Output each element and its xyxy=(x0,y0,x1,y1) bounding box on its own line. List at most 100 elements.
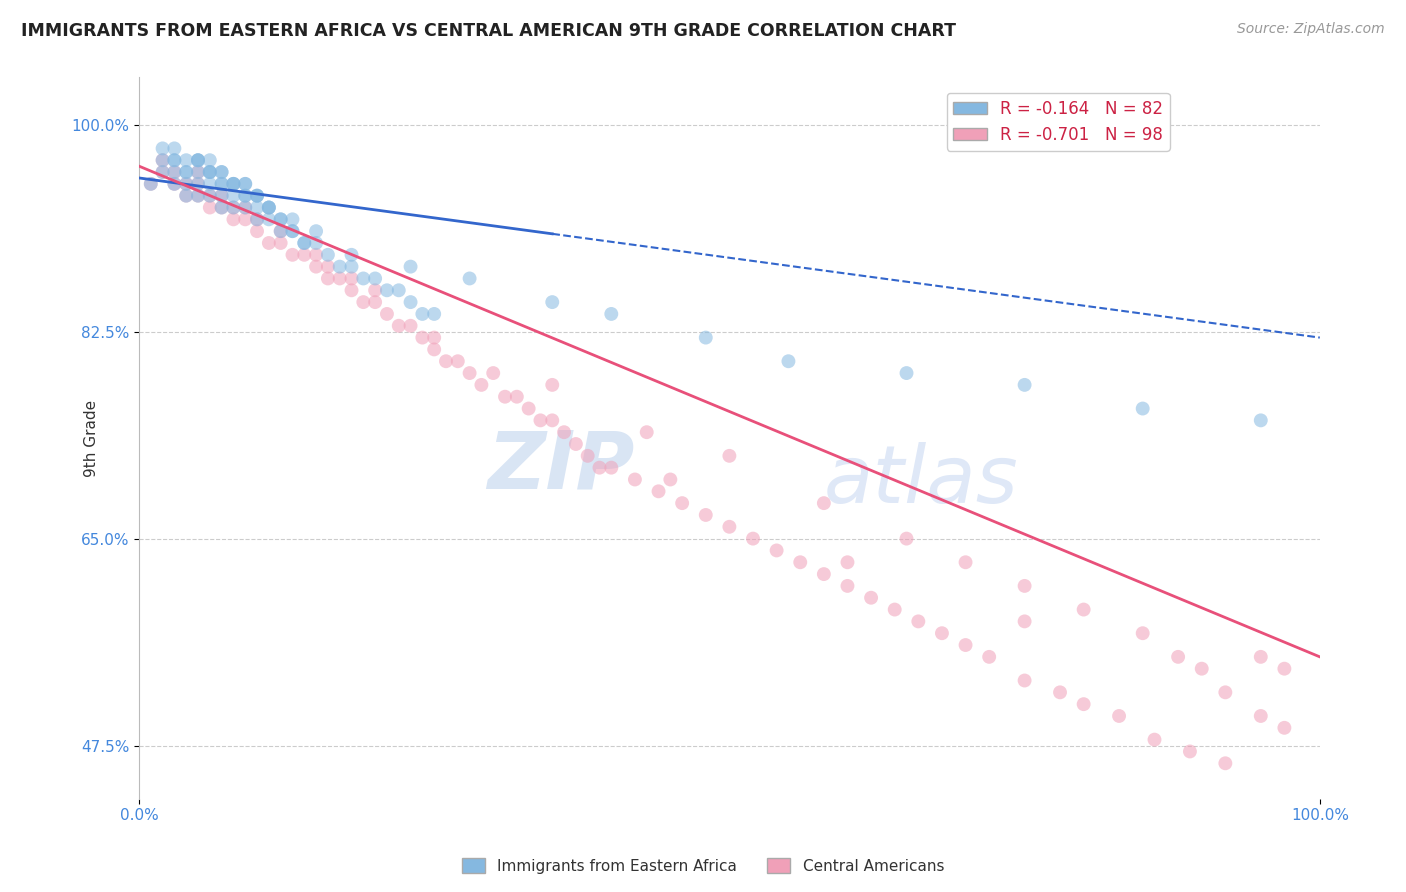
Point xyxy=(257,212,280,227)
Point xyxy=(1191,662,1213,676)
Point xyxy=(187,165,209,179)
Point xyxy=(388,283,411,297)
Legend: R = -0.164   N = 82, R = -0.701   N = 98: R = -0.164 N = 82, R = -0.701 N = 98 xyxy=(946,93,1170,151)
Point xyxy=(257,201,280,215)
Point xyxy=(388,318,411,333)
Point xyxy=(718,520,741,534)
Point xyxy=(187,188,209,202)
Point xyxy=(281,224,304,238)
Point xyxy=(246,224,269,238)
Point xyxy=(659,473,682,487)
Point xyxy=(198,165,221,179)
Point xyxy=(340,260,363,274)
Point xyxy=(671,496,693,510)
Point xyxy=(1132,401,1154,416)
Point xyxy=(233,201,256,215)
Point xyxy=(211,165,233,179)
Point xyxy=(174,165,197,179)
Point xyxy=(837,579,859,593)
Point xyxy=(187,177,209,191)
Point xyxy=(187,153,209,168)
Point xyxy=(742,532,765,546)
Point xyxy=(305,248,328,262)
Point xyxy=(211,201,233,215)
Point xyxy=(163,153,186,168)
Point xyxy=(329,271,352,285)
Point xyxy=(281,248,304,262)
Point xyxy=(1049,685,1071,699)
Point xyxy=(187,153,209,168)
Point xyxy=(352,295,374,310)
Point xyxy=(292,248,315,262)
Point xyxy=(152,165,174,179)
Point xyxy=(494,390,516,404)
Point xyxy=(305,224,328,238)
Text: atlas: atlas xyxy=(824,442,1018,520)
Point xyxy=(174,188,197,202)
Point xyxy=(139,177,162,191)
Point xyxy=(860,591,883,605)
Text: 9th Grade: 9th Grade xyxy=(84,400,100,476)
Point xyxy=(270,235,292,250)
Point xyxy=(1073,602,1095,616)
Point xyxy=(152,153,174,168)
Point xyxy=(174,177,197,191)
Point xyxy=(152,141,174,155)
Text: Source: ZipAtlas.com: Source: ZipAtlas.com xyxy=(1237,22,1385,37)
Point xyxy=(517,401,540,416)
Point xyxy=(1274,662,1296,676)
Point xyxy=(198,188,221,202)
Point xyxy=(718,449,741,463)
Point xyxy=(316,271,339,285)
Point xyxy=(789,555,811,569)
Point xyxy=(174,177,197,191)
Legend: Immigrants from Eastern Africa, Central Americans: Immigrants from Eastern Africa, Central … xyxy=(456,852,950,880)
Point xyxy=(1250,413,1272,427)
Point xyxy=(1250,649,1272,664)
Point xyxy=(222,177,245,191)
Point xyxy=(375,283,398,297)
Point xyxy=(246,188,269,202)
Point xyxy=(600,307,623,321)
Point xyxy=(211,165,233,179)
Point xyxy=(375,307,398,321)
Text: ZIP: ZIP xyxy=(488,428,636,506)
Point xyxy=(233,177,256,191)
Point xyxy=(813,567,835,582)
Point xyxy=(152,153,174,168)
Point xyxy=(636,425,658,440)
Point xyxy=(246,188,269,202)
Point xyxy=(281,212,304,227)
Point xyxy=(352,271,374,285)
Point xyxy=(163,165,186,179)
Point xyxy=(541,413,564,427)
Point xyxy=(1167,649,1189,664)
Point xyxy=(423,343,446,357)
Point xyxy=(211,177,233,191)
Point xyxy=(198,201,221,215)
Point xyxy=(541,377,564,392)
Point xyxy=(270,224,292,238)
Point xyxy=(257,201,280,215)
Point xyxy=(340,271,363,285)
Point xyxy=(246,201,269,215)
Point xyxy=(1274,721,1296,735)
Point xyxy=(257,235,280,250)
Point xyxy=(211,177,233,191)
Point xyxy=(1073,697,1095,711)
Point xyxy=(340,283,363,297)
Point xyxy=(1143,732,1166,747)
Point xyxy=(187,188,209,202)
Point xyxy=(222,201,245,215)
Point xyxy=(198,165,221,179)
Point xyxy=(163,153,186,168)
Point xyxy=(233,188,256,202)
Point xyxy=(198,153,221,168)
Point xyxy=(211,201,233,215)
Point xyxy=(529,413,551,427)
Point xyxy=(222,188,245,202)
Point xyxy=(233,201,256,215)
Point xyxy=(163,141,186,155)
Point xyxy=(470,377,492,392)
Point xyxy=(305,235,328,250)
